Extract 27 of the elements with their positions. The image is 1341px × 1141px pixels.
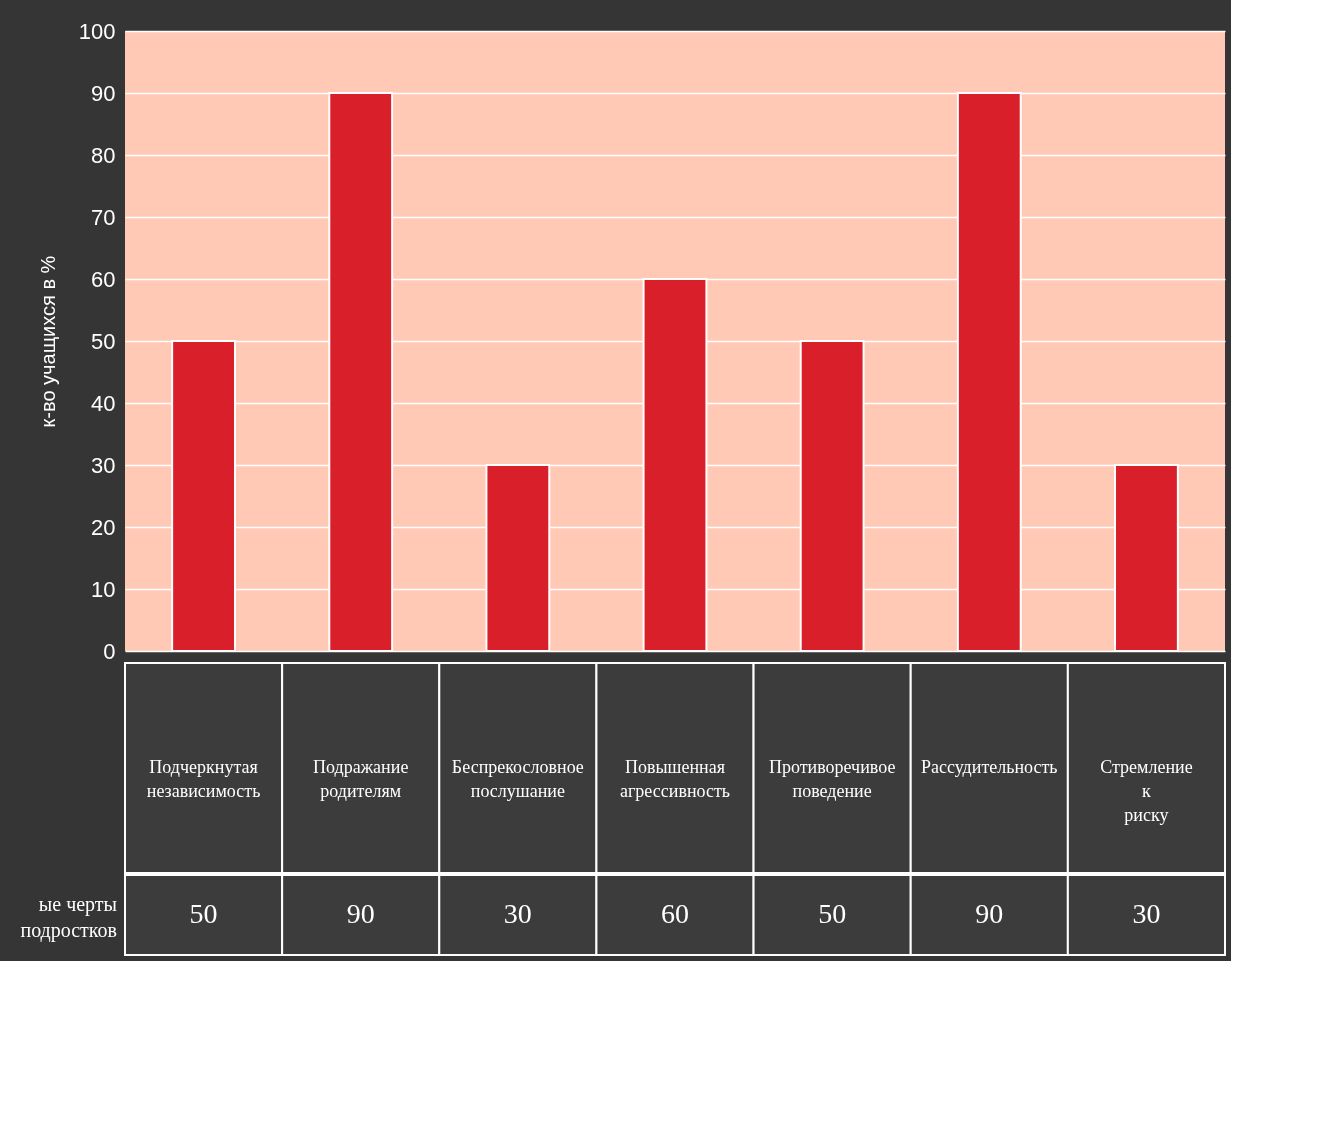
- x-tick-label: Беспрекословное послушание: [451, 757, 584, 801]
- y-tick-label: 50: [91, 328, 116, 354]
- data-label: 90: [346, 898, 375, 929]
- y-tick-label: 10: [91, 576, 116, 602]
- y-tick-label: 20: [91, 514, 116, 540]
- y-tick-label: 90: [91, 80, 116, 106]
- y-tick-label: 100: [78, 18, 116, 44]
- data-label: 60: [661, 898, 689, 929]
- x-tick-label: Подчеркнутая независимость: [146, 757, 261, 801]
- data-label: 90: [975, 898, 1004, 929]
- y-tick-label: 60: [91, 266, 116, 292]
- x-tick-label: Подражание родителям: [313, 757, 409, 801]
- data-label: 50: [189, 898, 218, 929]
- y-tick-label: 40: [91, 390, 116, 416]
- text: ые черты подростков: [20, 893, 117, 942]
- x-tick-label: Противоречивое поведение: [768, 757, 896, 801]
- x-tick-label: Рассудительность: [920, 757, 1058, 777]
- y-axis-title: к-во учащихся в %: [36, 255, 59, 428]
- x-tick-label: Стремление к риску: [1100, 757, 1193, 825]
- y-tick-label: 0: [103, 638, 116, 664]
- data-label: 50: [818, 898, 847, 929]
- data-label: 30: [503, 898, 532, 929]
- x-tick-label: Повышенная агрессивность: [619, 757, 731, 801]
- data-label: 30: [1132, 898, 1161, 929]
- y-tick-label: 70: [91, 204, 116, 230]
- y-tick-label: 30: [91, 452, 116, 478]
- y-tick-label: 80: [91, 142, 116, 168]
